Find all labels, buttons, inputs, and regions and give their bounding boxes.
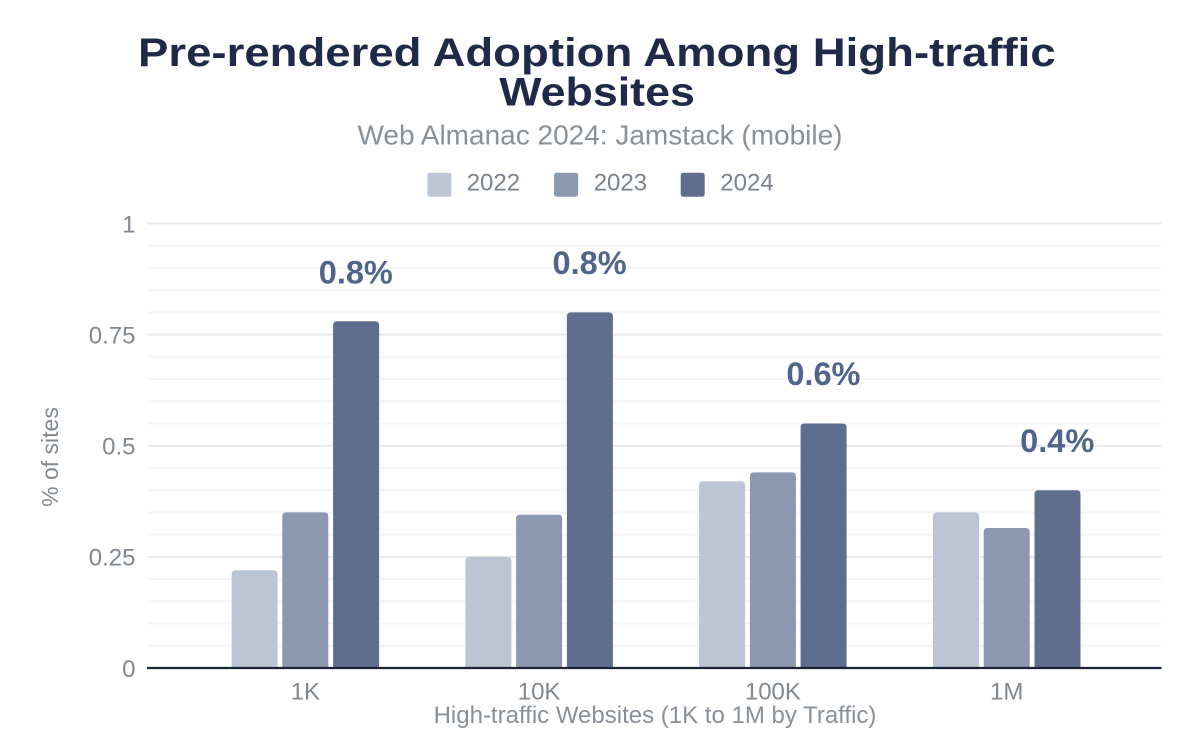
- svg-text:2022: 2022: [467, 169, 520, 196]
- svg-text:0: 0: [122, 656, 135, 683]
- svg-text:0.25: 0.25: [89, 545, 136, 572]
- svg-text:10K: 10K: [518, 678, 561, 705]
- svg-text:0.6%: 0.6%: [786, 356, 860, 392]
- svg-text:% of sites: % of sites: [37, 407, 63, 507]
- svg-text:2023: 2023: [594, 169, 647, 196]
- svg-text:1K: 1K: [291, 678, 320, 705]
- svg-text:Websites: Websites: [499, 70, 695, 114]
- svg-text:Pre-rendered Adoption Among Hi: Pre-rendered Adoption Among High-traffic: [138, 31, 1056, 75]
- svg-text:0.4%: 0.4%: [1020, 423, 1094, 459]
- svg-text:0.75: 0.75: [89, 322, 136, 349]
- svg-text:Web Almanac 2024: Jamstack (mo: Web Almanac 2024: Jamstack (mobile): [357, 120, 842, 151]
- svg-text:0.8%: 0.8%: [319, 255, 393, 291]
- svg-text:2024: 2024: [720, 169, 773, 196]
- svg-text:0.8%: 0.8%: [553, 245, 627, 281]
- svg-text:1M: 1M: [990, 678, 1023, 705]
- svg-text:High-traffic Websites (1K to 1: High-traffic Websites (1K to 1M by Traff…: [434, 702, 877, 729]
- svg-text:100K: 100K: [745, 678, 801, 705]
- svg-text:1: 1: [122, 211, 135, 238]
- svg-text:0.5: 0.5: [102, 434, 135, 461]
